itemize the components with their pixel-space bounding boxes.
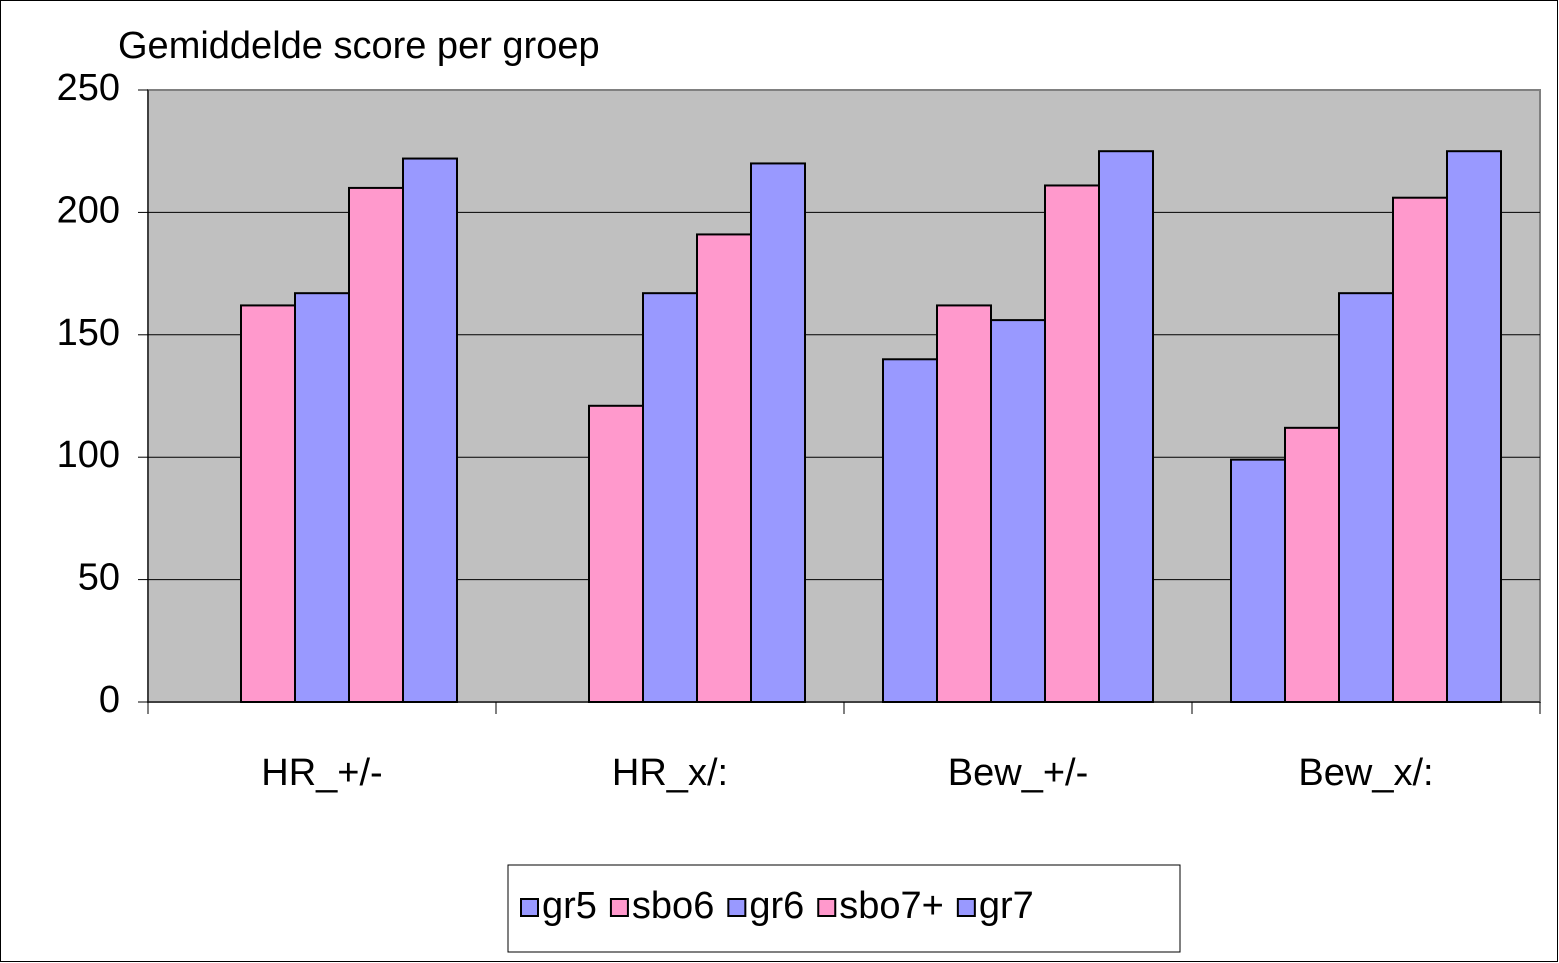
legend-swatch (609, 898, 629, 917)
x-tick-label: HR_+/- (261, 752, 382, 794)
bar (750, 162, 806, 703)
x-tick-label: Bew_+/- (948, 752, 1088, 794)
bar (1098, 150, 1154, 703)
chart-title: Gemiddelde score per groep (118, 25, 600, 67)
bar (1044, 184, 1100, 704)
bar (1230, 458, 1286, 704)
y-tick-label: 150 (57, 312, 120, 354)
legend-label: gr7 (979, 885, 1034, 927)
bar (348, 186, 404, 704)
y-tick-label: 100 (57, 434, 120, 476)
legend-label: gr5 (542, 885, 597, 927)
bar (240, 304, 296, 703)
bar (1338, 292, 1394, 703)
bar (936, 304, 992, 703)
bar (882, 358, 938, 703)
y-tick-label: 0 (99, 679, 120, 721)
bar (696, 233, 752, 703)
x-tick-label: Bew_x/: (1298, 752, 1433, 794)
bar (588, 404, 644, 703)
bar (990, 319, 1046, 703)
bar (642, 292, 698, 703)
legend-swatch (956, 898, 976, 917)
legend-swatch (520, 898, 539, 917)
bar (1392, 196, 1448, 703)
legend-label: sbo6 (632, 885, 714, 927)
bar (402, 157, 458, 703)
x-tick-label: HR_x/: (612, 752, 728, 794)
bar (294, 292, 350, 703)
legend-swatch (727, 898, 747, 917)
legend-swatch (817, 898, 837, 917)
legend-label: gr6 (749, 885, 804, 927)
y-tick-label: 50 (78, 557, 120, 599)
y-tick-label: 200 (57, 189, 120, 231)
y-tick-label: 250 (57, 67, 120, 109)
bar (1284, 426, 1340, 703)
legend-label: sbo7+ (839, 885, 944, 927)
bar (1446, 150, 1502, 703)
